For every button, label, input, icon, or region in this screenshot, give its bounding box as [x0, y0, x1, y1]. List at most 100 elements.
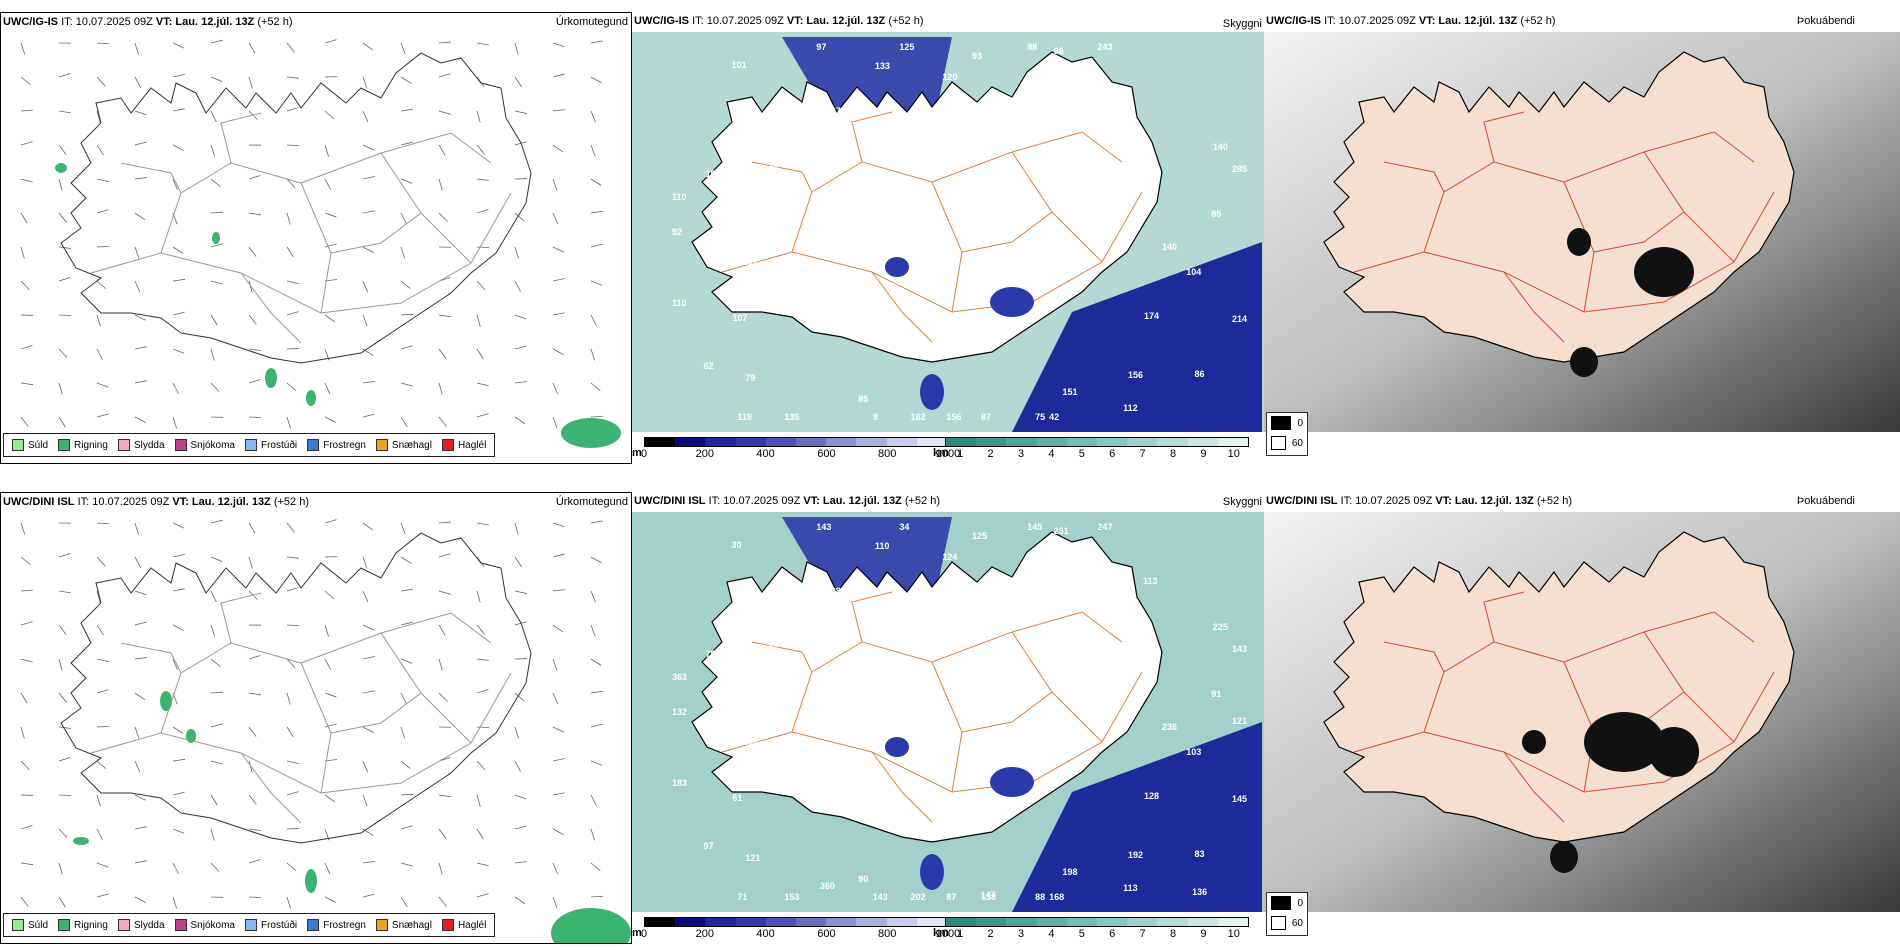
visibility-value-label: 96: [1053, 46, 1064, 57]
road-network: [90, 592, 512, 824]
low-vis-area: [1012, 722, 1262, 912]
visibility-value-label: 145: [1232, 794, 1248, 805]
fog-legend-white-swatch: [1271, 436, 1286, 450]
visibility-value-label: 87: [981, 412, 992, 422]
visibility-value-label: 162: [910, 412, 926, 422]
colorbar-tick-label: 6: [1109, 928, 1116, 940]
visibility-value-label: 125: [972, 531, 988, 542]
visibility-value-label: 135: [784, 412, 800, 422]
fog-high-areas: [1567, 228, 1694, 377]
colorbar-ticks: 1 2 3 4 5 6 7 8 9 10: [945, 448, 1249, 460]
panel-dini-fog: UWC/DINI ISL IT: 10.07.2025 09Z VT: Lau.…: [1264, 492, 1900, 944]
colorbar-ticks: 0 200 400 600 800 1000: [641, 448, 960, 460]
legend-item-6: Snæhagl: [375, 439, 432, 451]
colorbar-tick-label: 9: [1200, 448, 1207, 460]
legend-item-0: Súld: [12, 919, 48, 931]
colorbar-tick-label: 7: [1139, 448, 1146, 460]
wind-barbs: [20, 39, 604, 429]
fog-legend-black-label: 0: [1297, 897, 1303, 909]
fog-map: [1264, 32, 1900, 432]
visibility-value-label: 113: [1143, 576, 1158, 587]
visibility-value-label: 110: [672, 298, 687, 309]
visibility-value-label: 62: [703, 361, 714, 372]
visibility-value-label: 107: [732, 312, 748, 323]
fog-legend-white-swatch: [1271, 916, 1286, 930]
fog-legend-white-label: 60: [1291, 437, 1303, 449]
visibility-value-label: 192: [1128, 849, 1144, 860]
visibility-value-label: 125: [899, 42, 915, 52]
visibility-value-label: 207: [768, 639, 784, 650]
legend-label: Frostúði: [260, 439, 298, 451]
panel-ig-visibility: UWC/IG-IS IT: 10.07.2025 09Z VT: Lau. 12…: [632, 12, 1264, 464]
colorbar-tick-label: 9: [1200, 928, 1207, 940]
panel-dini-visibility: UWC/DINI ISL IT: 10.07.2025 09Z VT: Lau.…: [632, 492, 1264, 944]
low-vis-patches: [885, 257, 1034, 410]
colorbar-tick-label: 1: [957, 928, 964, 940]
legend-swatch: [117, 439, 130, 451]
legend-label: Snæhagl: [391, 439, 432, 451]
panel-dini-precip: UWC/DINI ISL IT: 10.07.2025 09Z VT: Lau.…: [0, 492, 632, 944]
visibility-value-label: 85: [1211, 208, 1222, 219]
colorbar-tick-label: 5: [1078, 928, 1085, 940]
panel-ig-fog: UWC/IG-IS IT: 10.07.2025 09Z VT: Lau. 12…: [1264, 12, 1900, 464]
visibility-km-colorbar: km 1 2 3 4 5 6 7 8 9 10: [933, 437, 1249, 460]
visibility-value-label: 88: [1027, 42, 1038, 52]
visibility-value-label: 145: [1027, 522, 1043, 532]
visibility-value-label: 110: [672, 192, 687, 203]
colorbar-tick-label: 8: [1169, 928, 1177, 940]
visibility-value-label: 121: [745, 853, 761, 864]
visibility-value-label: 143: [816, 522, 832, 532]
panel-header: UWC/DINI ISL IT: 10.07.2025 09Z VT: Lau.…: [1266, 495, 1573, 507]
legend-item-3: Snjókoma: [174, 439, 235, 451]
visibility-value-label: 108: [742, 737, 758, 748]
visibility-value-label: 86: [1194, 368, 1205, 379]
visibility-value-label: 42: [1049, 412, 1060, 422]
colorbar-tick-label: 600: [817, 448, 836, 460]
visibility-value-label: 363: [672, 672, 688, 683]
visibility-value-label: 119: [737, 412, 752, 422]
legend-swatch: [307, 919, 320, 931]
visibility-value-label: 79: [705, 648, 716, 659]
legend-label: Rigning: [74, 439, 108, 451]
visibility-value-label: 103: [1186, 746, 1202, 757]
visibility-map: [632, 32, 1264, 432]
visibility-value-label: 128: [825, 586, 841, 597]
visibility-value-label: 30: [731, 539, 742, 550]
legend-swatch: [244, 919, 257, 931]
colorbar-tick-label: 1: [957, 448, 964, 460]
legend-swatch: [441, 919, 454, 931]
visibility-value-label: 113: [1123, 883, 1138, 894]
colorbar-tick-label: 10: [1227, 928, 1240, 940]
visibility-value-label: 138: [981, 892, 997, 902]
visibility-value-label: 92: [672, 226, 683, 237]
fog-legend-black-label: 0: [1297, 417, 1303, 429]
legend-item-0: Súld: [12, 439, 48, 451]
colorbar-unit: m: [632, 927, 642, 939]
panel-title: Úrkomutegund: [555, 496, 628, 508]
colorbar-ramp: [644, 917, 948, 927]
visibility-value-label: 91: [1211, 688, 1222, 699]
visibility-value-label: 120: [942, 72, 958, 83]
visibility-value-label: 97: [703, 841, 714, 852]
visibility-value-label: 90: [858, 874, 869, 885]
panel-header: UWC/DINI ISL IT: 10.07.2025 09Z VT: Lau.…: [634, 495, 941, 507]
visibility-value-label: 121: [1232, 715, 1248, 726]
visibility-value-label: 176: [1125, 146, 1141, 157]
legend-swatch: [244, 439, 257, 451]
visibility-value-label: 79: [1101, 93, 1112, 104]
visibility-value-label: 97: [816, 42, 827, 52]
road-network: [90, 112, 512, 344]
colorbar-ramp: [644, 437, 948, 447]
legend-swatch: [117, 919, 130, 931]
fog-high-areas: [1522, 712, 1699, 873]
visibility-value-label: 85: [858, 394, 869, 405]
legend-item-1: Rigning: [58, 919, 108, 931]
colorbar-tick-label: 7: [1139, 928, 1146, 940]
legend-label: Haglél: [457, 919, 487, 931]
visibility-value-label: 231: [1053, 526, 1069, 537]
colorbar-tick-label: 10: [1227, 448, 1240, 460]
legend-item-2: Slydda: [117, 919, 165, 931]
legend-label: Frostregn: [323, 439, 366, 451]
visibility-value-label: 87: [946, 892, 957, 902]
visibility-value-label: 147: [980, 890, 996, 901]
